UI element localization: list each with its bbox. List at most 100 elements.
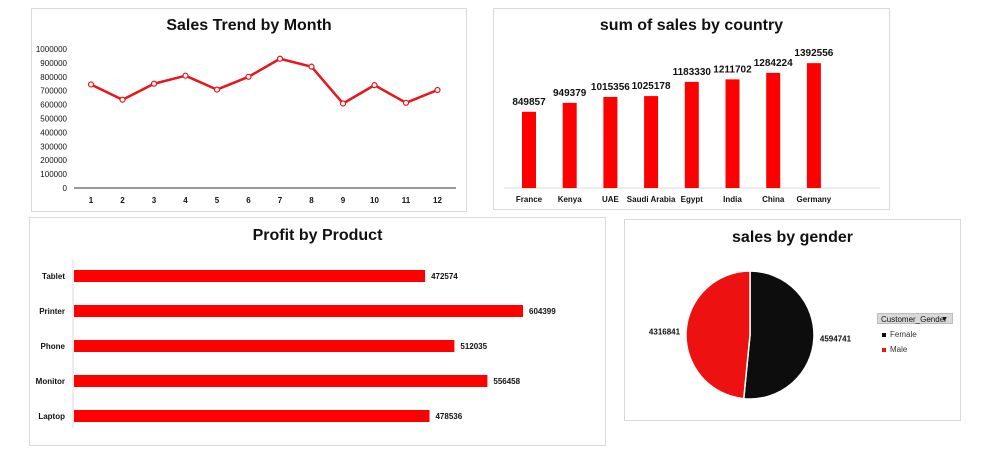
y-tick-label: 400000 xyxy=(40,128,67,137)
y-tick-label: 900000 xyxy=(40,59,67,68)
y-tick-label: 300000 xyxy=(40,142,67,151)
data-point xyxy=(150,80,158,87)
data-label: 604399 xyxy=(529,307,556,316)
x-tick-label: Kenya xyxy=(558,195,583,204)
x-tick-label: UAE xyxy=(602,195,620,204)
data-label: 1284224 xyxy=(754,58,793,69)
data-point xyxy=(182,72,189,79)
sales-by-gender-panel: sales by gender 4594741 4316841 Customer_… xyxy=(624,219,961,421)
data-label: 478536 xyxy=(435,412,462,421)
data-label: 4594741 xyxy=(820,334,852,343)
x-tick-label: Saudi Arabia xyxy=(627,195,676,204)
x-tick-label: 8 xyxy=(309,196,314,205)
bar xyxy=(766,72,781,188)
bar xyxy=(603,96,618,188)
legend-item-female: Female xyxy=(882,330,917,339)
x-tick-label: 11 xyxy=(402,196,411,205)
y-tick-label: 1000000 xyxy=(36,45,68,54)
data-point xyxy=(371,82,378,89)
bar xyxy=(562,102,577,188)
chart-title: sum of sales by country xyxy=(599,17,784,34)
data-point xyxy=(308,63,315,70)
x-tick-label: 3 xyxy=(152,196,157,205)
legend-filter-label: Customer_Gender xyxy=(881,315,947,324)
data-label: 1025178 xyxy=(632,81,671,92)
data-label: 849857 xyxy=(512,97,546,108)
chart-title: Profit by Product xyxy=(252,227,383,244)
bar xyxy=(522,111,536,188)
legend-label: Male xyxy=(890,345,908,354)
y-tick-label: Monitor xyxy=(36,377,65,386)
x-tick-label: 10 xyxy=(370,196,379,205)
x-tick-label: 4 xyxy=(183,196,188,205)
data-point xyxy=(213,86,221,93)
data-label: 1211702 xyxy=(713,64,752,75)
y-tick-label: 600000 xyxy=(40,101,67,110)
data-label: 949379 xyxy=(553,88,587,99)
data-label: 1183330 xyxy=(673,67,712,78)
x-tick-label: 6 xyxy=(246,196,251,205)
x-tick-label: India xyxy=(723,195,742,204)
data-label: 472574 xyxy=(431,272,458,281)
data-label: 512035 xyxy=(460,342,487,351)
y-tick-label: 800000 xyxy=(40,73,67,82)
data-label: 1015356 xyxy=(591,82,630,93)
x-tick-label: Egypt xyxy=(681,195,704,204)
sales-by-country-panel: sum of sales by country 849857 France 9493… xyxy=(493,8,890,210)
y-tick-label: Phone xyxy=(41,342,66,351)
bar xyxy=(74,305,523,317)
x-tick-label: 9 xyxy=(341,196,346,205)
gender-legend-filter[interactable]: Customer_Gender ▼ xyxy=(877,313,953,324)
legend-item-male: Male xyxy=(882,345,907,354)
dropdown-arrow-icon[interactable]: ▼ xyxy=(941,316,948,323)
data-point xyxy=(402,99,410,106)
sales-line xyxy=(90,57,438,105)
bar xyxy=(74,340,455,352)
y-tick-label: 0 xyxy=(63,184,68,193)
y-tick-label: Printer xyxy=(39,307,65,316)
legend-label: Female xyxy=(890,330,917,339)
x-tick-label: France xyxy=(516,195,543,204)
bar xyxy=(74,270,426,282)
data-point xyxy=(339,100,347,107)
x-tick-label: Germany xyxy=(797,195,832,204)
profit-by-product-chart: 472574 Tablet 604399 Printer 512035 Phone 5564… xyxy=(36,260,556,428)
data-point xyxy=(434,86,441,94)
x-tick-label: 5 xyxy=(215,196,220,205)
y-tick-label: 700000 xyxy=(40,87,67,96)
chart-title: Sales Trend by Month xyxy=(166,17,332,34)
bar xyxy=(725,79,740,188)
data-label: 1392556 xyxy=(794,48,833,59)
bar xyxy=(74,375,488,387)
y-tick-label: Laptop xyxy=(38,412,65,421)
data-point xyxy=(276,55,284,62)
data-point xyxy=(119,96,126,103)
y-tick-label: 100000 xyxy=(40,170,67,179)
bar xyxy=(644,96,659,188)
pie-slice xyxy=(685,270,751,400)
pie-slice xyxy=(742,270,815,400)
y-tick-label: 200000 xyxy=(40,156,67,165)
sales-trend-chart: 0 100000 200000 300000 400000 500000 600000 700… xyxy=(36,45,456,205)
bar xyxy=(806,63,821,189)
bar xyxy=(74,410,430,422)
data-label: 556458 xyxy=(493,377,520,386)
x-tick-label: China xyxy=(762,195,785,204)
x-tick-label: 12 xyxy=(433,196,442,205)
x-tick-label: 7 xyxy=(278,196,283,205)
profit-by-product-panel: Profit by Product 472574 Tablet 604399 Prin… xyxy=(29,217,606,446)
sales-by-gender-chart: 4594741 4316841 xyxy=(649,270,852,400)
sales-by-country-chart: 849857 France 949379 Kenya 1015356 UAE 1025178… xyxy=(504,48,880,204)
data-point xyxy=(245,73,252,80)
legend-swatch xyxy=(882,332,886,337)
x-tick-label: 1 xyxy=(89,196,94,205)
data-point xyxy=(87,81,95,88)
sales-trend-panel: Sales Trend by Month 0 100000 200000 300000… xyxy=(31,8,467,212)
legend-swatch xyxy=(882,347,886,352)
x-tick-label: 2 xyxy=(120,196,125,205)
y-tick-label: Tablet xyxy=(42,272,65,281)
chart-title: sales by gender xyxy=(732,229,853,246)
y-tick-label: 500000 xyxy=(40,115,67,124)
data-label: 4316841 xyxy=(649,328,681,337)
bar xyxy=(684,81,699,188)
